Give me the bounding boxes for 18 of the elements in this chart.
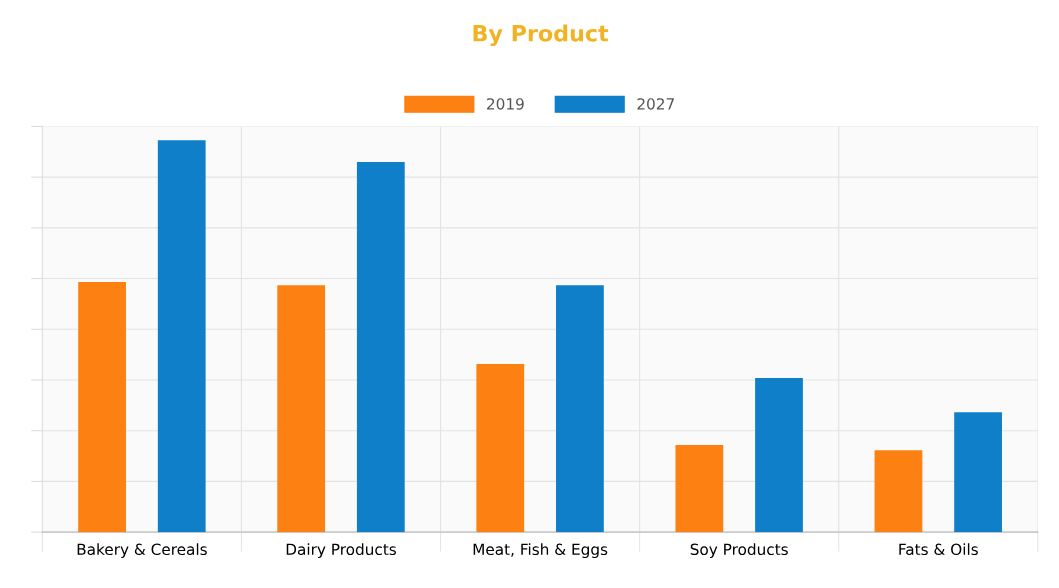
bar	[675, 445, 724, 533]
bar	[78, 282, 126, 533]
bar	[356, 162, 405, 533]
bar	[954, 412, 1002, 533]
bar	[874, 450, 923, 533]
x-tick-label: Fats & Oils	[899, 543, 978, 556]
bar	[755, 378, 803, 533]
x-tick-label: Dairy Products	[286, 543, 397, 559]
bar	[277, 285, 326, 533]
bar	[556, 285, 604, 533]
x-tick-label: Soy Products	[690, 543, 788, 559]
chart-title: By Product	[473, 24, 609, 47]
legend-label: 2019	[487, 98, 524, 110]
x-tick-label: Meat, Fish & Eggs	[473, 543, 608, 559]
bar	[476, 363, 525, 533]
x-tick-label: Bakery & Cereals	[77, 543, 207, 559]
bar	[157, 140, 206, 533]
legend-label: 2027	[637, 98, 674, 110]
